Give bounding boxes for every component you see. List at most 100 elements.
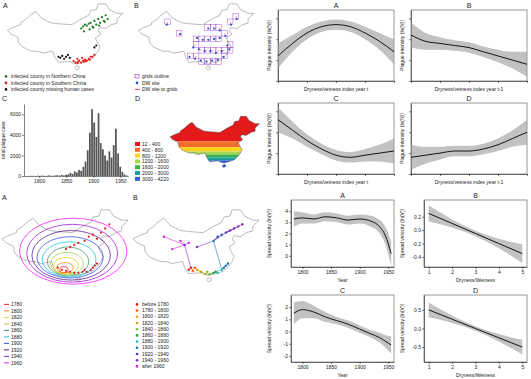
x-axis: 1800185019001950 (292, 362, 395, 370)
tick-mark (276, 60, 278, 61)
bar (122, 172, 124, 176)
legend-label: 1880 (11, 334, 22, 340)
contour-line (37, 237, 103, 278)
spread-point (214, 271, 216, 273)
county-point (67, 54, 69, 56)
dw-site (230, 24, 232, 26)
axis-line (279, 81, 395, 82)
case-point (73, 272, 75, 274)
tick-mark (469, 174, 470, 176)
tick-mark (22, 114, 24, 115)
tick: 2 (285, 304, 291, 310)
county-point (78, 60, 80, 62)
tick (409, 111, 411, 112)
spread-point (190, 266, 192, 268)
tick: 1900 (355, 267, 366, 275)
bar (67, 174, 69, 176)
contour-line (27, 224, 118, 282)
tick-label: 0.2 (414, 214, 421, 220)
tick: 4 (498, 267, 501, 275)
county-point (57, 56, 59, 58)
bar (111, 157, 113, 176)
tick-mark (440, 81, 441, 83)
tick-label: 4000 (10, 132, 21, 138)
legend-line (4, 362, 9, 363)
tick-mark (365, 174, 366, 176)
legend-line (4, 317, 9, 318)
tick (409, 81, 411, 82)
y-axis-title: Spread velocity (ln(V)) (399, 303, 405, 353)
spread-link (197, 270, 205, 274)
legend-label: 1920 - 1940 (142, 351, 169, 357)
case-point (83, 269, 85, 271)
county-point (72, 60, 74, 62)
tick-label: 1850 (326, 269, 337, 275)
bar (61, 175, 63, 176)
case-point (77, 272, 79, 274)
tick-label: 1900 (355, 269, 366, 275)
county-point (80, 61, 82, 63)
grid-cell (222, 47, 228, 53)
case-point (92, 267, 94, 269)
plot-frame (291, 295, 394, 362)
axis-line (291, 201, 292, 268)
tick (365, 174, 366, 176)
tick (409, 60, 411, 61)
tick-label: 3 (475, 269, 478, 275)
tick-label: 3 (475, 364, 478, 370)
spread-point (216, 236, 218, 238)
tick (276, 60, 278, 61)
tick (527, 81, 528, 83)
dw-site (236, 18, 238, 20)
dw-site (226, 44, 228, 46)
legend-label: 1800 - 1820 (142, 313, 169, 319)
confidence-band (429, 205, 523, 263)
tick-mark (422, 244, 424, 245)
spread-link (226, 224, 243, 232)
confidence-band (429, 302, 523, 354)
case-point (65, 248, 67, 250)
grid-cell (193, 53, 199, 59)
x-axis: 1800185019001950 (292, 267, 395, 275)
plot-area (411, 120, 527, 170)
contour-line (57, 263, 74, 273)
county-point (95, 24, 97, 26)
country-outline (138, 4, 253, 70)
dw-site (205, 60, 207, 62)
tick-mark (276, 39, 278, 40)
x-axis-title: Dryness/Wetness (456, 372, 496, 378)
tick-label: 1950 (383, 364, 394, 370)
bar (126, 175, 128, 176)
legend-marker (5, 82, 8, 85)
tick: 4 (498, 362, 501, 370)
case-point (65, 270, 67, 272)
site-link (213, 38, 215, 39)
tick (276, 81, 278, 82)
site-link (200, 60, 202, 62)
line-panel: 12345-0.4-0.20.00.2BDryness/WetnessSprea… (399, 192, 528, 284)
legend-label: 1780 - 1800 (142, 307, 169, 313)
legend-swatch (135, 154, 140, 158)
legend-label: 1820 (11, 314, 22, 320)
tick-mark (289, 319, 291, 320)
site-link (206, 61, 208, 62)
bar (85, 162, 87, 176)
class-band (170, 141, 261, 147)
tick (498, 174, 499, 176)
spread-link (197, 241, 214, 247)
plot-frame (411, 10, 527, 81)
bar (117, 153, 119, 176)
grid-cell (193, 42, 199, 48)
plot-area (24, 109, 128, 176)
case-point (69, 271, 71, 273)
spread-point (163, 236, 165, 238)
fit-line (294, 310, 391, 345)
spread-link (214, 241, 222, 270)
spread-point (192, 270, 194, 272)
tick (409, 153, 411, 154)
contour-line (42, 242, 96, 277)
tick (365, 81, 366, 83)
tick (276, 111, 278, 112)
grid-cell (233, 13, 239, 19)
tick-mark (289, 245, 291, 246)
